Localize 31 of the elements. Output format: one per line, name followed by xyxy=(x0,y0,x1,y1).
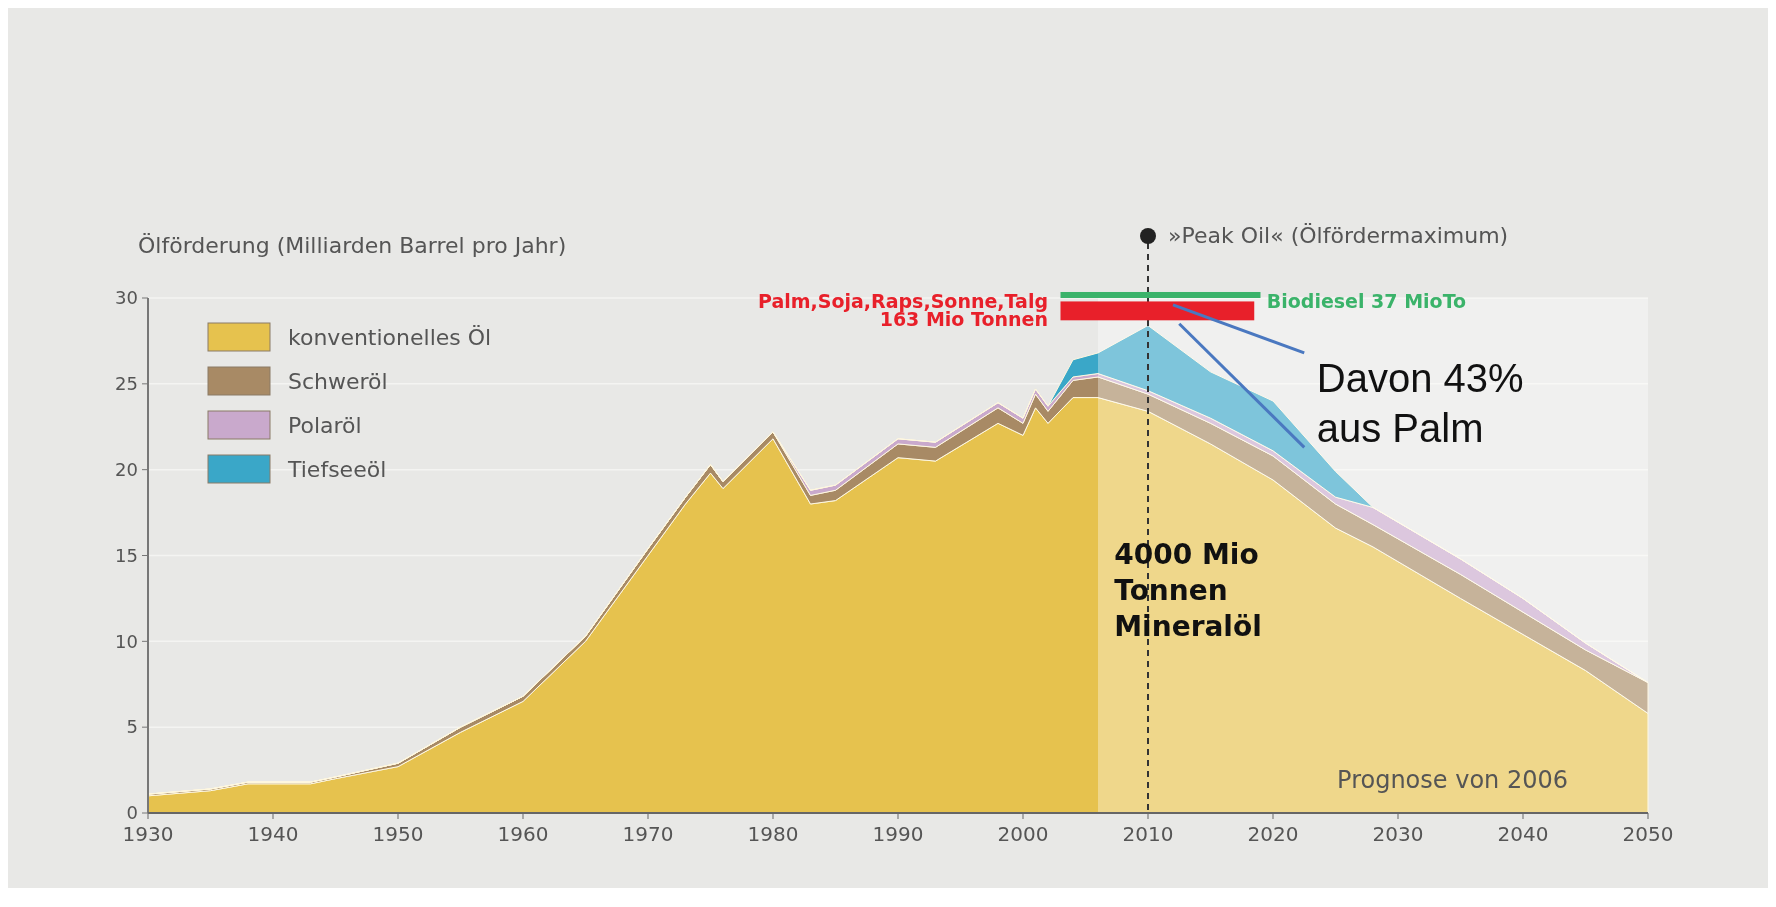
x-tick-label: 2020 xyxy=(1247,822,1299,846)
y-tick-label: 30 xyxy=(115,287,138,309)
legend-label: Polaröl xyxy=(288,412,362,438)
legend-label: Schweröl xyxy=(288,368,388,394)
y-tick-label: 25 xyxy=(115,373,138,395)
x-tick-label: 2010 xyxy=(1122,822,1174,846)
x-tick-label: 2030 xyxy=(1372,822,1424,846)
legend-label: Tiefseeöl xyxy=(287,456,387,482)
y-tick-label: 15 xyxy=(115,544,138,566)
annotation: Davon 43% aus Palm xyxy=(1316,356,1524,451)
x-tick-label: 1940 xyxy=(247,822,299,846)
annotation: Palm,Soja,Raps,Sonne,Talg 163 Mio Tonnen xyxy=(758,290,1048,331)
chart-title: Ölförderung (Milliarden Barrel pro Jahr) xyxy=(138,233,567,258)
legend-label: konventionelles Öl xyxy=(288,324,492,350)
x-tick-label: 2040 xyxy=(1497,822,1549,846)
y-tick-label: 20 xyxy=(115,458,138,480)
band-label: Prognose von 2006 xyxy=(1337,766,1568,794)
x-tick-label: 1960 xyxy=(497,822,549,846)
x-tick-label: 1970 xyxy=(622,822,674,846)
x-tick-label: 2050 xyxy=(1622,822,1674,846)
y-tick-label: 5 xyxy=(126,716,138,738)
x-tick-label: 1930 xyxy=(122,822,174,846)
y-tick-label: 0 xyxy=(126,802,138,824)
annotation: Biodiesel 37 MioTo xyxy=(1266,290,1467,313)
annotation: 4000 Mio Tonnen Mineralöl xyxy=(1114,538,1262,644)
ref-line-label: »Peak Oil« (Ölfördermaximum) xyxy=(1168,223,1509,248)
x-tick-label: 1980 xyxy=(747,822,799,846)
y-tick-label: 10 xyxy=(115,630,138,652)
x-tick-label: 2000 xyxy=(997,822,1049,846)
x-tick-label: 1990 xyxy=(872,822,924,846)
x-tick-label: 1950 xyxy=(372,822,424,846)
